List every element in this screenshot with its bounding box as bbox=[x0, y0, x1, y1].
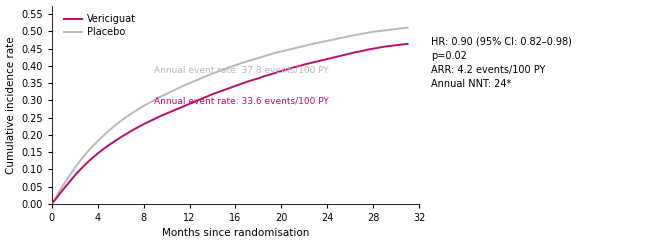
Y-axis label: Cumulative incidence rate: Cumulative incidence rate bbox=[5, 36, 15, 173]
Text: HR: 0.90 (95% CI: 0.82–0.98)
p=0.02
ARR: 4.2 events/100 PY
Annual NNT: 24*: HR: 0.90 (95% CI: 0.82–0.98) p=0.02 ARR:… bbox=[431, 37, 572, 89]
Text: Annual event rate: 37.8 events/100 PY: Annual event rate: 37.8 events/100 PY bbox=[154, 66, 329, 74]
X-axis label: Months since randomisation: Months since randomisation bbox=[162, 228, 309, 238]
Text: Annual event rate: 33.6 events/100 PY: Annual event rate: 33.6 events/100 PY bbox=[154, 97, 329, 106]
Legend: Vericiguat, Placebo: Vericiguat, Placebo bbox=[60, 10, 140, 41]
